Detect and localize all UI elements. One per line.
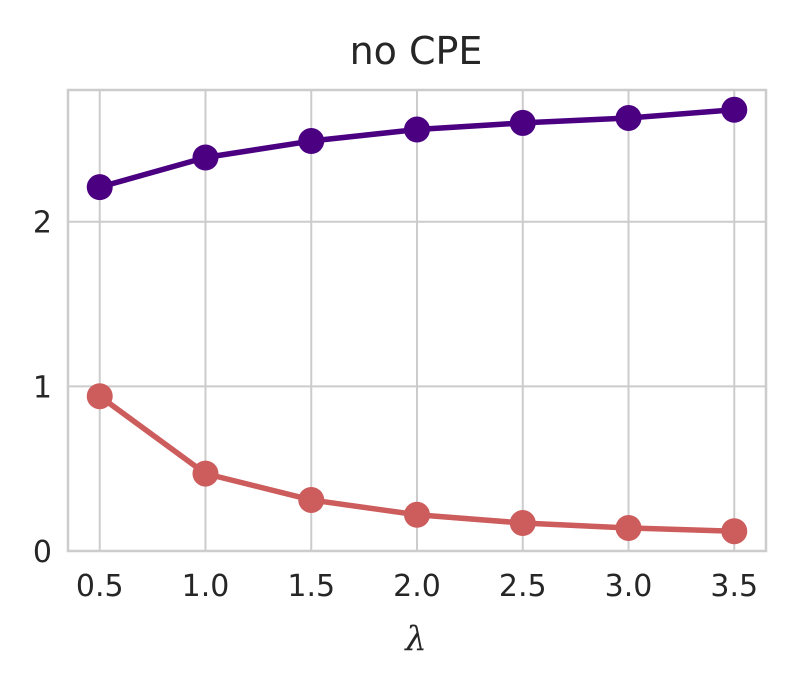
x-tick-label: 3.0 (605, 569, 653, 604)
data-point (86, 383, 113, 410)
x-tick-label: 1.0 (182, 569, 230, 604)
chart-title: no CPE (350, 29, 483, 73)
plot-frame (66, 88, 768, 553)
data-point (298, 486, 325, 513)
data-point (721, 518, 748, 545)
data-point (615, 514, 642, 541)
x-tick-label: 0.5 (76, 569, 124, 604)
data-point (192, 460, 219, 487)
grid (68, 90, 766, 552)
data-point (86, 174, 113, 201)
y-tick-label: 1 (33, 370, 52, 405)
x-tick-label: 1.5 (287, 569, 335, 604)
series-2 (86, 383, 748, 545)
data-point (192, 144, 219, 171)
data-point (404, 501, 430, 528)
tick-labels: 0.5 1.0 1.5 2.0 2.5 3.0 3.5 0 1 2 (33, 206, 758, 604)
x-tick-label: 2.0 (393, 569, 441, 604)
x-tick-label: 2.5 (499, 569, 547, 604)
data-point (298, 128, 325, 155)
data-point (509, 109, 536, 136)
data-point (404, 116, 430, 143)
data-point (509, 510, 536, 537)
series-1 (86, 96, 748, 201)
x-tick-label: 3.5 (710, 569, 758, 604)
series-layer (86, 96, 748, 545)
x-axis-label: λ (403, 619, 427, 659)
data-point (721, 96, 748, 123)
y-tick-label: 2 (33, 206, 52, 241)
data-point (615, 104, 642, 131)
y-tick-label: 0 (33, 535, 52, 570)
